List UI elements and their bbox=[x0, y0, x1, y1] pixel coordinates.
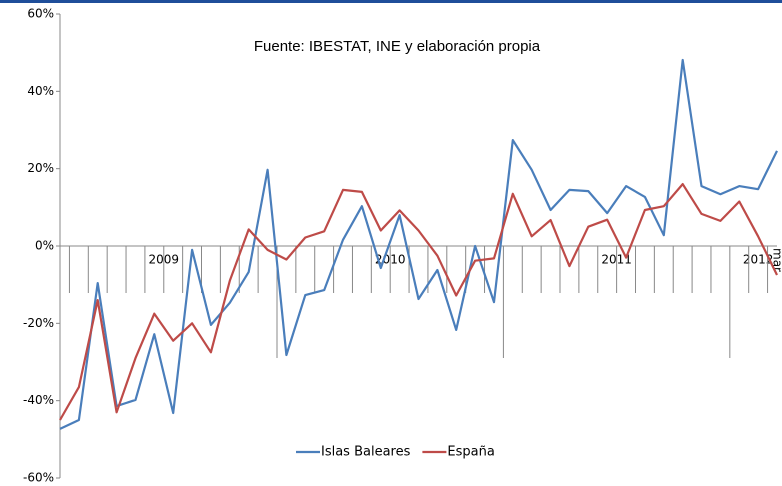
x-group-label: 2012 bbox=[743, 253, 774, 267]
legend-label: España bbox=[447, 445, 494, 460]
y-tick-label: 0% bbox=[35, 239, 54, 253]
annotation: Fuente: IBESTAT, INE y elaboración propi… bbox=[254, 38, 541, 55]
y-tick-label: -60% bbox=[23, 471, 54, 485]
legend-label: Islas Baleares bbox=[321, 445, 411, 460]
y-tick-label: 20% bbox=[27, 161, 54, 175]
y-tick-label: -40% bbox=[23, 393, 54, 407]
x-tick-label: mar bbox=[771, 248, 782, 272]
y-tick-label: -20% bbox=[23, 316, 54, 330]
top-bar bbox=[0, 0, 782, 3]
y-tick-label: 60% bbox=[27, 7, 54, 21]
y-tick-label: 40% bbox=[27, 84, 54, 98]
series-line bbox=[59, 183, 778, 421]
series-line bbox=[59, 58, 778, 430]
